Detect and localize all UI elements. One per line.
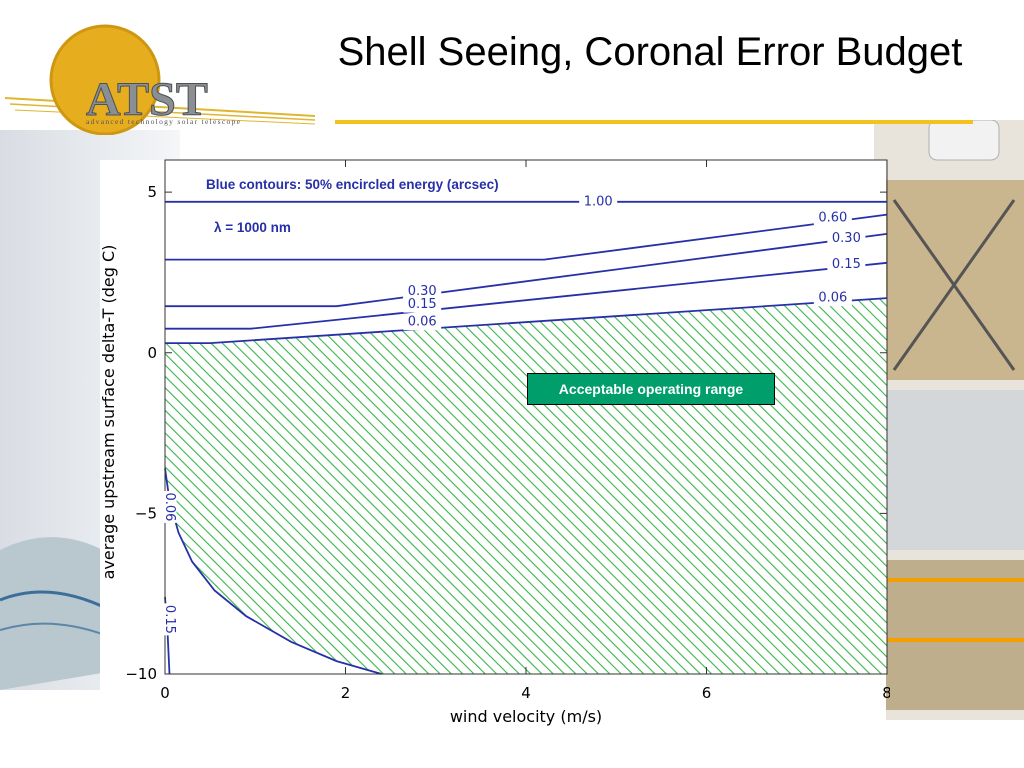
contour-label-bg [162, 603, 177, 636]
contour-label-bg [403, 296, 442, 313]
logo-sun [51, 26, 159, 134]
contour-label-0-30: 0.30 [408, 284, 437, 299]
contour-line-0-06-6 [165, 297, 888, 345]
y-tick-label: −10 [125, 665, 157, 683]
contour-label-bg [579, 193, 618, 210]
contour-label-bg [162, 490, 177, 523]
contour-series [164, 200, 888, 675]
contour-label-0-06: 0.06 [408, 315, 437, 330]
x-tick-label: 0 [160, 684, 170, 702]
contour-label-0-15: 0.15 [408, 297, 437, 312]
x-tick-label: 8 [882, 684, 890, 702]
contour-label-0-30: 0.30 [832, 231, 861, 246]
contour-label-0-06: 0.06 [162, 492, 177, 521]
contour-label-bg [403, 314, 442, 331]
x-tick-label: 6 [702, 684, 712, 702]
x-tick-label: 2 [341, 684, 351, 702]
atst-logo: ATST advanced technology solar telescope [4, 24, 316, 135]
contour-label-bg [827, 230, 866, 247]
contour-label-bg [403, 283, 442, 300]
contour-label-bg [813, 290, 852, 307]
contour-line-0-30-2 [165, 233, 888, 308]
axis-ticks: 0 2 4 6 8 5 0 −5 −10 [125, 160, 890, 702]
contour-label-0-15: 0.15 [832, 257, 861, 272]
y-tick-label: 0 [147, 344, 157, 362]
contour-label-0-06: 0.06 [818, 291, 847, 306]
contour-line-0-15-4 [165, 261, 888, 330]
page-title: Shell Seeing, Coronal Error Budget [337, 30, 963, 74]
y-axis-title: average upstream surface delta-T (deg C) [99, 245, 118, 580]
logo-tagline: advanced technology solar telescope [86, 117, 241, 126]
y-tick-label: 5 [147, 183, 157, 201]
contour-label-0-60: 0.60 [818, 210, 847, 225]
contour-label-1-00: 1.00 [584, 194, 613, 209]
contour-labels: 1.000.600.300.300.150.150.060.060.060.15 [162, 193, 866, 636]
logo-wordmark: ATST [86, 73, 208, 126]
wavelength-note: λ = 1000 nm [214, 220, 291, 235]
acceptable-region-hatch [165, 298, 887, 674]
x-tick-label: 4 [521, 684, 531, 702]
acceptable-range-label: Acceptable operating range [527, 373, 775, 405]
contour-label-bg [827, 256, 866, 273]
title-underline [335, 120, 973, 124]
y-tick-label: −5 [135, 504, 157, 522]
telescope-structure-image-right [874, 120, 1024, 720]
contour-label-0-15: 0.15 [162, 605, 177, 634]
contour-line-0-60-1 [165, 213, 888, 261]
contours-note: Blue contours: 50% encircled energy (arc… [206, 177, 499, 192]
contour-label-bg [813, 209, 852, 226]
coronal-error-budget-chart: 0 2 4 6 850−5−10 1.000.600.300.300.150.150.0… [99, 159, 890, 738]
x-axis-title: wind velocity (m/s) [450, 707, 602, 726]
